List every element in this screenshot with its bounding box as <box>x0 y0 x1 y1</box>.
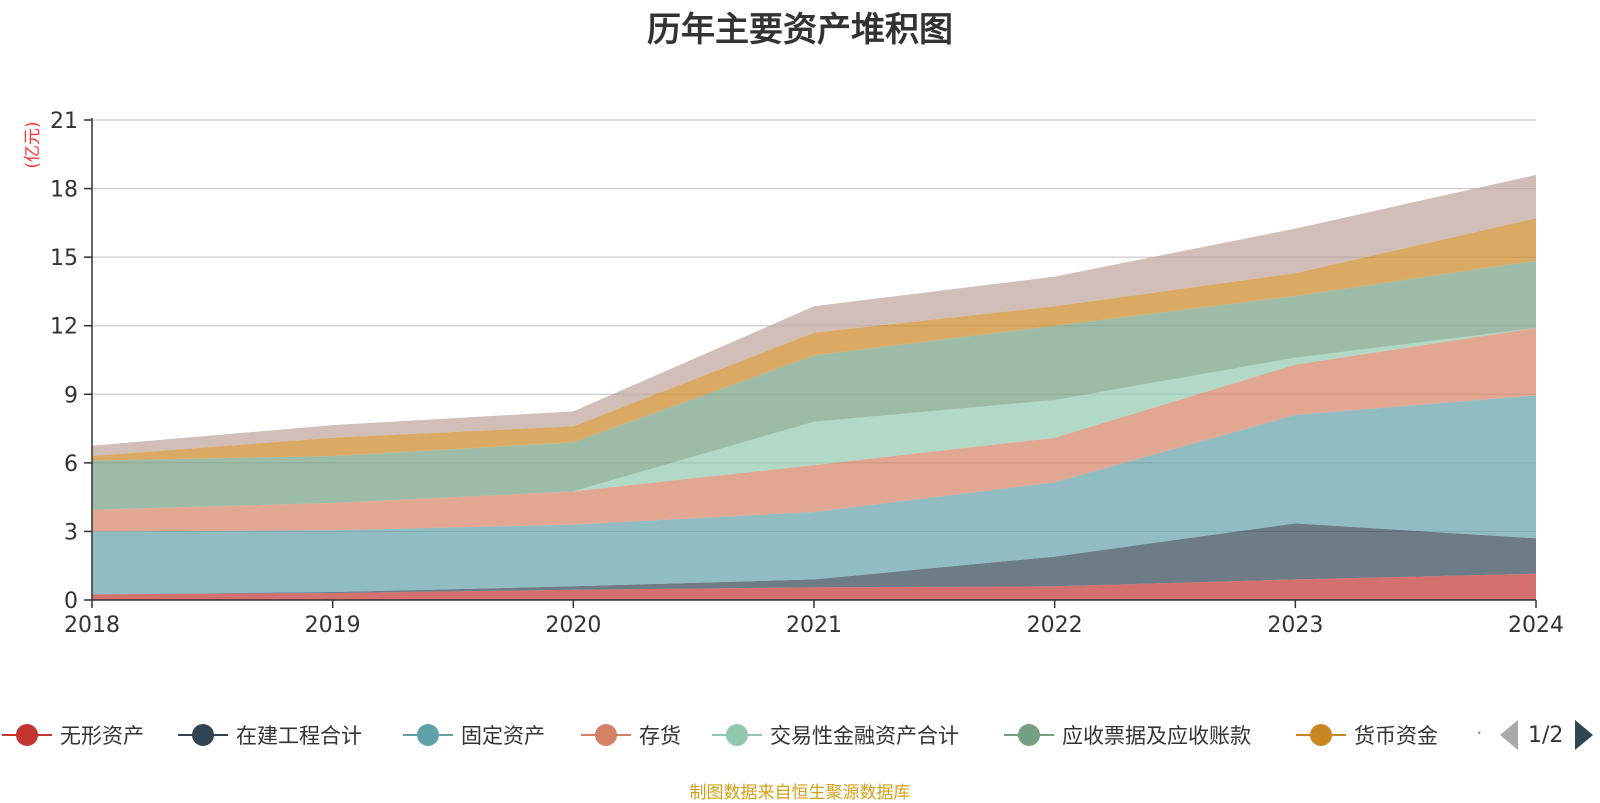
axes: 0 3 6 9 12 15 18 21 2018 2019 2020 2021 2022 2023 2024 <box>50 109 1564 638</box>
legend-item[interactable]: 交易性金融资产合计 <box>712 715 959 755</box>
y-tick-label: 12 <box>50 315 78 340</box>
legend-marker-icon <box>2 723 52 747</box>
legend-marker-icon <box>581 723 631 747</box>
area-series-5 <box>92 260 1536 510</box>
y-tick-label: 9 <box>64 383 78 408</box>
y-tick-label: 6 <box>64 452 78 477</box>
legend-dot-swatch <box>726 724 748 746</box>
x-tick-label: 2024 <box>1508 613 1564 638</box>
legend-item[interactable]: 无形资产 <box>2 715 144 755</box>
area-series-7 <box>92 174 1536 456</box>
x-tick-label: 2018 <box>64 613 120 638</box>
legend-label: 货币资金 <box>1354 724 1438 748</box>
legend-pager: 1/2 <box>1500 715 1594 755</box>
legend-dot-swatch <box>192 724 214 746</box>
area-series <box>92 174 1536 600</box>
legend-next-page-icon[interactable] <box>1575 720 1594 750</box>
legend-label: 存货 <box>639 724 681 748</box>
legend-overflow-mark: · <box>1476 721 1483 745</box>
legend-label: 无形资产 <box>60 724 144 748</box>
area-series-4 <box>92 328 1536 510</box>
legend-dot-swatch <box>595 724 617 746</box>
x-tick-label: 2023 <box>1267 613 1323 638</box>
area-series-6 <box>92 218 1536 461</box>
legend-item[interactable]: 货币资金 <box>1296 715 1438 755</box>
source-note: 制图数据来自恒生聚源数据库 <box>689 783 911 803</box>
y-tick-label: 21 <box>50 109 78 134</box>
y-tick-label: 0 <box>64 589 78 614</box>
legend-marker-icon <box>1004 723 1054 747</box>
x-tick-label: 2020 <box>545 613 601 638</box>
legend-label: 交易性金融资产合计 <box>770 724 959 748</box>
legend-label: 在建工程合计 <box>236 724 362 748</box>
x-tick-label: 2021 <box>786 613 842 638</box>
legend-marker-icon <box>403 723 453 747</box>
legend-marker-icon <box>1296 723 1346 747</box>
area-series-2 <box>92 395 1536 595</box>
y-tick-label: 18 <box>50 178 78 203</box>
legend-marker-icon <box>178 723 228 747</box>
legend-page-indicator: 1/2 <box>1528 722 1564 748</box>
legend-marker-icon <box>712 723 762 747</box>
area-series-0 <box>92 573 1536 600</box>
legend-label: 应收票据及应收账款 <box>1062 724 1251 748</box>
y-tick-label: 3 <box>64 520 78 545</box>
y-tick-label: 15 <box>50 246 78 271</box>
area-series-1 <box>92 523 1536 595</box>
legend-prev-page-icon[interactable] <box>1500 720 1518 750</box>
legend-item[interactable]: 存货 <box>581 715 681 755</box>
x-tick-label: 2019 <box>305 613 361 638</box>
legend-dot-swatch <box>417 724 439 746</box>
chart-title: 历年主要资产堆积图 <box>647 10 953 50</box>
y-axis-unit-label: (亿元) <box>23 121 43 168</box>
legend-item[interactable]: 应收票据及应收账款 <box>1004 715 1251 755</box>
legend-dot-swatch <box>16 724 38 746</box>
legend: 无形资产 在建工程合计 固定资产 存货 交易性金融资产合计 <box>0 715 1600 755</box>
legend-dot-swatch <box>1310 724 1332 746</box>
legend-label: 固定资产 <box>461 724 545 748</box>
x-tick-label: 2022 <box>1027 613 1083 638</box>
area-series-3 <box>92 328 1536 532</box>
legend-item[interactable]: 在建工程合计 <box>178 715 362 755</box>
legend-dot-swatch <box>1018 724 1040 746</box>
legend-item[interactable]: 固定资产 <box>403 715 545 755</box>
